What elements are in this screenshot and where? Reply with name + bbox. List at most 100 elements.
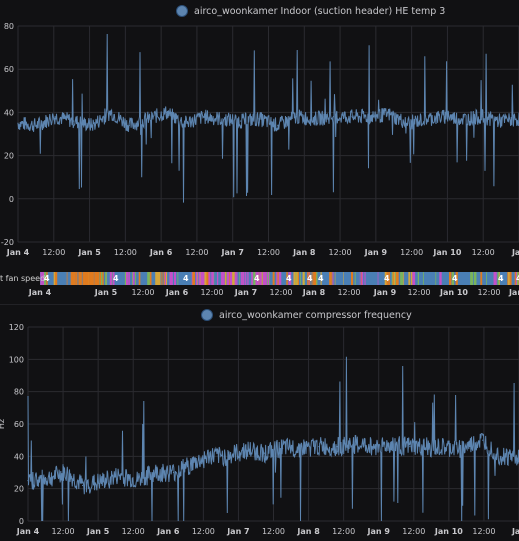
fan-speed-value: 4: [286, 274, 292, 283]
data-point: [314, 118, 316, 120]
fan-band-segment: [220, 272, 223, 285]
data-point: [336, 446, 338, 448]
fan-band-segment: [289, 272, 292, 285]
fan-band-segment: [422, 272, 424, 285]
fan-band-segment: [451, 272, 454, 285]
fan-band-segment: [435, 272, 437, 285]
x-tick-label: 12:00: [185, 248, 208, 257]
fan-band-segment: [128, 272, 130, 285]
x-tick-label: Jan 9: [364, 248, 388, 257]
y-tick-label: 20: [4, 152, 14, 161]
data-point: [136, 479, 138, 482]
fan-band-segment: [147, 272, 150, 285]
fan-band-segment: [388, 272, 390, 285]
fan-band-segment: [230, 272, 233, 285]
data-point: [154, 471, 156, 474]
x-tick-label: 12:00: [262, 527, 285, 536]
fan-band-segment: [222, 272, 224, 285]
fan-band-segment: [470, 272, 472, 285]
data-point: [202, 116, 205, 118]
fan-x-tick-label: Jan 9: [373, 288, 397, 297]
data-point: [277, 124, 279, 126]
fan-band-segment: [76, 272, 78, 285]
fan-band-segment: [149, 272, 152, 285]
y-tick-label: 40: [14, 452, 24, 461]
fan-band-segment: [46, 272, 48, 285]
fan-band-segment: [311, 272, 313, 285]
data-point: [481, 116, 483, 118]
data-point: [221, 118, 223, 120]
y-tick-label: 40: [4, 108, 14, 117]
fan-band-segment: [211, 272, 213, 285]
fan-band-segment: [224, 272, 227, 285]
fan-x-tick-label: 12:00: [269, 288, 292, 297]
fan-band-segment: [493, 272, 497, 285]
fan-x-tick-label: 12:00: [407, 288, 430, 297]
compressor-legend[interactable]: airco_woonkamer compressor frequency: [201, 309, 412, 321]
fan-band-segment: [156, 272, 160, 285]
data-point: [184, 122, 186, 124]
compressor-panel: airco_woonkamer compressor frequency 120…: [0, 305, 519, 541]
fan-band-segment: [279, 272, 282, 285]
series-line: [17, 33, 519, 203]
fan-band-segment: [78, 272, 81, 285]
fan-band-segment: [256, 272, 258, 285]
data-point: [54, 116, 56, 118]
fan-band-segment: [80, 272, 82, 285]
fan-x-tick-label: 12:00: [477, 288, 500, 297]
fan-band-segment: [228, 272, 231, 285]
fan-band-segment: [288, 272, 291, 285]
x-tick-label: 12:00: [114, 248, 137, 257]
fan-band-segment: [455, 272, 458, 285]
fan-band-segment: [247, 272, 249, 285]
fan-speed-value: 4: [113, 274, 119, 283]
fan-band-segment: [227, 272, 230, 285]
fan-band-segment: [410, 272, 413, 285]
fan-band-segment: [262, 272, 265, 285]
fan-band-segment: [400, 272, 403, 285]
fan-x-tick-label: Jan 7: [234, 288, 257, 297]
data-point: [258, 118, 260, 120]
x-tick-label: Jan 10: [434, 527, 463, 536]
fan-band-segment: [207, 272, 210, 285]
fan-band-segment: [265, 272, 267, 285]
fan-band-segment: [208, 272, 211, 285]
fan-band-segment: [85, 272, 88, 285]
fan-band-segment: [232, 272, 235, 285]
series-line: [27, 356, 519, 522]
fan-band-segment: [85, 272, 87, 285]
data-point: [354, 444, 356, 446]
fan-band-segment: [449, 272, 451, 285]
fan-band-segment: [102, 272, 104, 285]
fan-x-tick-label: Jan: [508, 288, 519, 297]
fan-band-segment: [55, 272, 58, 285]
compressor-chart-title: airco_woonkamer compressor frequency: [219, 309, 412, 321]
fan-band-segment: [126, 272, 129, 285]
fan-band-segment: [94, 272, 96, 285]
fan-x-tick-label: Jan 8: [302, 288, 326, 297]
fan-speed-value: 4: [498, 274, 504, 283]
fan-band-segment: [439, 272, 442, 285]
fan-speed-value: 4: [516, 274, 519, 283]
fan-band-segment: [499, 272, 500, 285]
fan-band-segment: [331, 272, 333, 285]
data-point: [245, 449, 247, 451]
fan-band-segment: [163, 272, 166, 285]
y-tick-label: 60: [14, 420, 24, 429]
fan-band-segment: [486, 272, 488, 285]
data-point: [463, 447, 466, 449]
y-tick-label: 80: [4, 22, 14, 31]
fan-band-segment: [276, 272, 279, 285]
temp-legend[interactable]: airco_woonkamer Indoor (suction header) …: [176, 5, 445, 17]
y-tick-label: -20: [1, 238, 14, 247]
data-point: [128, 124, 130, 126]
fan-band-segment: [99, 272, 102, 285]
fan-band-segment: [276, 272, 278, 285]
fan-band-segment: [508, 272, 511, 285]
compressor-legend-swatch: [201, 309, 213, 321]
fan-band-segment: [42, 272, 45, 285]
fan-band-segment: [66, 272, 68, 285]
